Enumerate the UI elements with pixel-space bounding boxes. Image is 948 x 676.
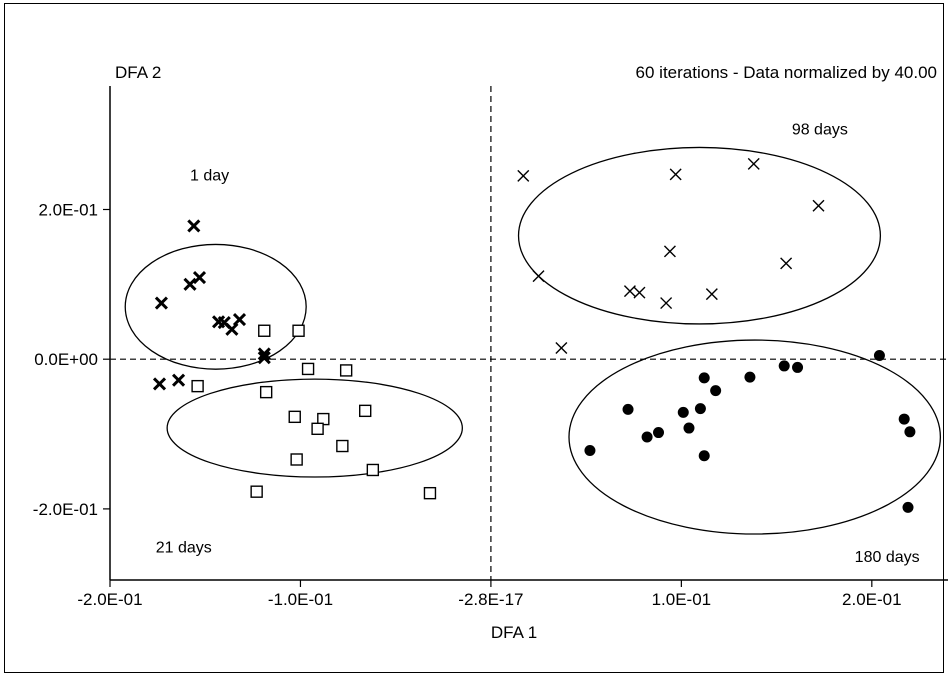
x-tick-label: -1.0E-01 bbox=[268, 590, 333, 609]
x-marker bbox=[633, 286, 646, 299]
marker-stroke bbox=[154, 296, 168, 310]
square-marker bbox=[359, 404, 372, 418]
x-tick-label: 2.0E-01 bbox=[842, 590, 902, 609]
marker-stroke bbox=[663, 245, 676, 258]
y-tick-label: -2.0E-01 bbox=[33, 500, 98, 519]
x-tick-label: -2.8E-17 bbox=[458, 590, 523, 609]
filled-circle-marker bbox=[710, 385, 722, 397]
y-tick-label: 2.0E-01 bbox=[38, 201, 98, 220]
x-marker bbox=[669, 168, 682, 181]
x-marker bbox=[660, 297, 673, 310]
filled-circle-marker bbox=[744, 371, 756, 383]
x-marker bbox=[780, 257, 793, 270]
group-ellipse bbox=[124, 243, 307, 370]
filled-circle-marker bbox=[698, 372, 710, 384]
bold-x-marker bbox=[183, 277, 197, 291]
bold-x-marker bbox=[257, 351, 271, 365]
square-marker bbox=[366, 463, 380, 477]
marker-stroke bbox=[257, 351, 271, 365]
filled-circle-marker bbox=[584, 445, 596, 457]
marker-stroke bbox=[517, 169, 530, 182]
filled-circle-marker bbox=[622, 403, 634, 415]
marker-stroke bbox=[217, 315, 231, 330]
x-tick-label: -2.0E-01 bbox=[77, 590, 142, 609]
chart-title-left: DFA 2 bbox=[115, 63, 161, 82]
filled-circle-marker bbox=[677, 406, 689, 418]
marker-stroke bbox=[211, 315, 226, 329]
group-label: 21 days bbox=[156, 539, 212, 556]
filled-circle-marker bbox=[898, 413, 910, 425]
marker-stroke bbox=[232, 312, 247, 327]
x-marker bbox=[663, 245, 676, 258]
group-ellipse bbox=[166, 378, 463, 478]
chart-title-right: 60 iterations - Data normalized by 40.00 bbox=[636, 63, 937, 82]
x-axis-label: DFA 1 bbox=[491, 623, 537, 642]
x-marker bbox=[705, 288, 718, 301]
square-marker bbox=[339, 364, 353, 377]
marker-stroke bbox=[172, 373, 186, 387]
bold-x-marker bbox=[172, 373, 186, 387]
marker-stroke bbox=[669, 168, 682, 181]
filled-circle-marker bbox=[683, 422, 695, 434]
square-marker bbox=[290, 453, 303, 466]
bold-x-marker bbox=[187, 219, 201, 233]
x-marker bbox=[517, 169, 530, 182]
marker-stroke bbox=[780, 257, 793, 270]
filled-circle-marker bbox=[694, 403, 706, 415]
x-marker bbox=[532, 270, 545, 283]
bold-x-marker bbox=[152, 377, 167, 391]
group-label: 180 days bbox=[855, 549, 920, 566]
group-ellipse bbox=[517, 146, 882, 325]
bold-x-marker bbox=[154, 296, 168, 310]
square-marker bbox=[250, 485, 263, 498]
square-marker bbox=[258, 324, 271, 337]
marker-stroke bbox=[633, 286, 646, 299]
figure-frame bbox=[4, 3, 944, 673]
marker-stroke bbox=[812, 199, 825, 212]
filled-circle-marker bbox=[641, 431, 653, 443]
filled-circle-marker bbox=[653, 427, 665, 439]
filled-circle-marker bbox=[873, 349, 885, 361]
group-ellipse bbox=[568, 339, 942, 535]
x-marker bbox=[747, 157, 760, 170]
marker-stroke bbox=[660, 297, 673, 310]
marker-stroke bbox=[192, 271, 207, 285]
marker-stroke bbox=[183, 277, 197, 291]
bold-x-marker bbox=[257, 347, 271, 361]
square-marker bbox=[311, 422, 324, 436]
group-label: 1 day bbox=[190, 167, 229, 184]
square-marker bbox=[191, 379, 204, 393]
filled-circle-marker bbox=[778, 360, 790, 372]
square-marker bbox=[288, 410, 301, 424]
x-marker bbox=[623, 285, 636, 298]
bold-x-marker bbox=[192, 271, 207, 285]
marker-stroke bbox=[747, 157, 760, 170]
square-marker bbox=[423, 486, 437, 500]
square-marker bbox=[292, 324, 305, 337]
marker-stroke bbox=[152, 377, 167, 391]
filled-circle-marker bbox=[902, 501, 914, 513]
marker-stroke bbox=[532, 270, 545, 283]
square-marker bbox=[259, 385, 273, 399]
y-tick-label: 0.0E+00 bbox=[34, 350, 98, 369]
x-tick-label: 1.0E-01 bbox=[652, 590, 712, 609]
marker-stroke bbox=[187, 219, 201, 233]
filled-circle-marker bbox=[698, 450, 710, 462]
x-marker bbox=[555, 341, 568, 354]
marker-stroke bbox=[623, 285, 636, 298]
filled-circle-marker bbox=[904, 426, 916, 438]
bold-x-marker bbox=[232, 312, 247, 327]
x-marker bbox=[812, 199, 825, 212]
filled-circle-marker bbox=[792, 361, 804, 373]
square-marker bbox=[301, 362, 315, 376]
group-label: 98 days bbox=[792, 122, 848, 139]
marker-stroke bbox=[705, 288, 718, 301]
marker-stroke bbox=[257, 347, 271, 361]
marker-stroke bbox=[555, 341, 568, 354]
square-marker bbox=[336, 439, 349, 453]
